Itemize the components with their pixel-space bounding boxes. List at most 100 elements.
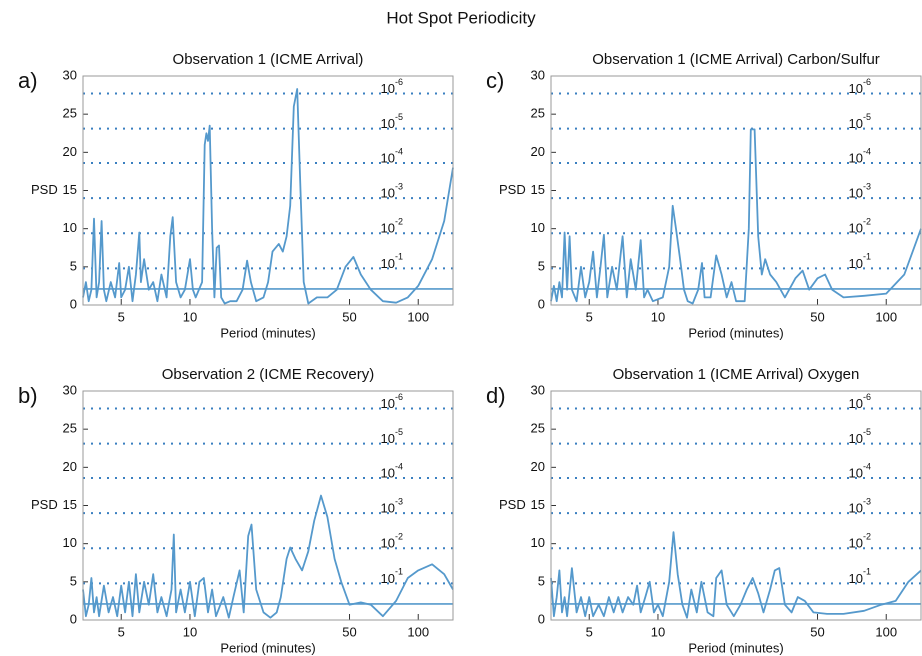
significance-label: 10 [381, 256, 395, 271]
x-axis-label: Period (minutes) [220, 325, 315, 340]
x-tick-label: 10 [651, 309, 665, 324]
y-tick-label: 10 [63, 220, 77, 235]
y-tick-label: 30 [531, 67, 545, 82]
significance-label: 10 [849, 571, 863, 586]
x-tick-label: 50 [342, 624, 356, 639]
x-tick-label: 5 [118, 624, 125, 639]
panel-label: d) [486, 383, 506, 408]
x-tick-label: 5 [118, 309, 125, 324]
y-tick-label: 25 [63, 106, 77, 121]
significance-power: -4 [863, 461, 871, 471]
significance-label: 10 [381, 116, 395, 131]
x-tick-label: 50 [342, 309, 356, 324]
significance-label: 10 [381, 431, 395, 446]
y-tick-label: 15 [63, 497, 77, 512]
significance-power: -6 [395, 392, 403, 402]
y-tick-label: 0 [538, 611, 545, 626]
significance-label: 10 [381, 501, 395, 516]
y-tick-label: 0 [70, 611, 77, 626]
significance-power: -4 [863, 146, 871, 156]
significance-power: -2 [863, 217, 871, 227]
y-tick-label: 5 [70, 573, 77, 588]
significance-label: 10 [381, 571, 395, 586]
significance-label: 10 [849, 465, 863, 480]
y-tick-label: 20 [531, 459, 545, 474]
panel-title: Observation 1 (ICME Arrival) Carbon/Sulf… [592, 51, 880, 68]
significance-power: -1 [863, 567, 871, 577]
panel-title: Observation 2 (ICME Recovery) [162, 366, 375, 383]
significance-label: 10 [381, 221, 395, 236]
y-tick-label: 15 [531, 182, 545, 197]
significance-power: -6 [863, 392, 871, 402]
significance-label: 10 [381, 396, 395, 411]
y-tick-label: 5 [538, 258, 545, 273]
x-tick-label: 100 [407, 309, 429, 324]
x-tick-label: 100 [407, 624, 429, 639]
significance-power: -5 [395, 427, 403, 437]
significance-label: 10 [381, 186, 395, 201]
x-axis-label: Period (minutes) [688, 640, 783, 655]
x-tick-label: 50 [810, 624, 824, 639]
significance-power: -6 [863, 77, 871, 87]
y-tick-label: 0 [538, 296, 545, 311]
plot-frame [550, 75, 922, 306]
significance-label: 10 [381, 536, 395, 551]
panel-title: Observation 1 (ICME Arrival) [173, 51, 364, 68]
x-tick-label: 100 [875, 309, 897, 324]
psd-line [82, 88, 454, 305]
significance-label: 10 [849, 256, 863, 271]
y-tick-label: 20 [531, 144, 545, 159]
x-axis-label: Period (minutes) [688, 325, 783, 340]
significance-label: 10 [849, 501, 863, 516]
plot-frame [82, 75, 454, 306]
y-axis-label: PSD [31, 497, 58, 512]
significance-power: -4 [395, 146, 403, 156]
x-tick-label: 10 [183, 309, 197, 324]
y-tick-label: 10 [531, 535, 545, 550]
y-tick-label: 30 [63, 382, 77, 397]
panel-label: b) [18, 383, 38, 408]
significance-label: 10 [849, 221, 863, 236]
significance-label: 10 [381, 81, 395, 96]
y-tick-label: 30 [63, 67, 77, 82]
x-tick-label: 50 [810, 309, 824, 324]
x-tick-label: 10 [651, 624, 665, 639]
y-tick-label: 25 [531, 106, 545, 121]
x-tick-label: 100 [875, 624, 897, 639]
y-axis-label: PSD [31, 182, 58, 197]
y-axis-label: PSD [499, 182, 526, 197]
plot-frame [550, 390, 922, 621]
significance-power: -3 [863, 182, 871, 192]
significance-power: -3 [395, 497, 403, 507]
significance-label: 10 [849, 536, 863, 551]
significance-power: -5 [863, 427, 871, 437]
significance-label: 10 [849, 396, 863, 411]
y-tick-label: 25 [63, 421, 77, 436]
significance-label: 10 [381, 150, 395, 165]
significance-power: -1 [395, 252, 403, 262]
y-tick-label: 5 [70, 258, 77, 273]
significance-label: 10 [849, 116, 863, 131]
x-tick-label: 10 [183, 624, 197, 639]
panel-title: Observation 1 (ICME Arrival) Oxygen [613, 366, 860, 383]
significance-power: -5 [863, 112, 871, 122]
significance-power: -2 [395, 217, 403, 227]
panel-label: a) [18, 68, 38, 93]
psd-line [82, 494, 454, 619]
x-tick-label: 5 [586, 624, 593, 639]
significance-power: -2 [863, 532, 871, 542]
y-tick-label: 20 [63, 144, 77, 159]
significance-label: 10 [381, 465, 395, 480]
y-tick-label: 20 [63, 459, 77, 474]
significance-power: -1 [395, 567, 403, 577]
y-tick-label: 5 [538, 573, 545, 588]
significance-power: -6 [395, 77, 403, 87]
y-tick-label: 10 [63, 535, 77, 550]
y-tick-label: 10 [531, 220, 545, 235]
psd-line [550, 128, 922, 305]
significance-power: -5 [395, 112, 403, 122]
y-axis-label: PSD [499, 497, 526, 512]
x-tick-label: 5 [586, 309, 593, 324]
significance-power: -2 [395, 532, 403, 542]
